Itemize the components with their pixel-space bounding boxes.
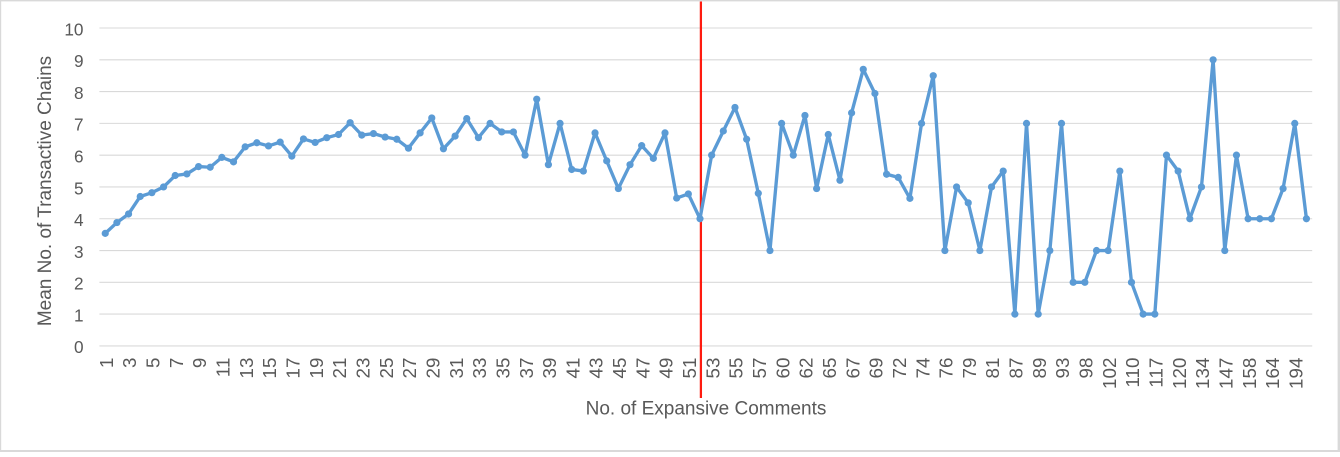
svg-text:87: 87 [1006,358,1027,379]
svg-text:No. of Expansive Comments: No. of Expansive Comments [586,399,827,420]
svg-text:7: 7 [166,358,187,368]
svg-text:60: 60 [772,358,793,379]
svg-text:62: 62 [796,358,817,379]
svg-text:35: 35 [492,358,513,379]
svg-text:10: 10 [64,19,83,39]
svg-text:74: 74 [912,358,933,379]
svg-text:98: 98 [1076,358,1097,379]
svg-text:49: 49 [656,358,677,379]
svg-text:51: 51 [679,358,700,379]
svg-text:Mean No. of Transactive Chains: Mean No. of Transactive Chains [35,56,56,326]
svg-text:194: 194 [1285,358,1306,389]
svg-text:158: 158 [1239,358,1260,389]
svg-text:21: 21 [329,358,350,379]
svg-text:4: 4 [74,210,84,230]
svg-text:69: 69 [866,358,887,379]
svg-text:39: 39 [539,358,560,379]
svg-text:11: 11 [213,358,234,378]
svg-text:81: 81 [982,358,1003,379]
svg-text:3: 3 [74,242,84,262]
svg-text:110: 110 [1122,358,1143,388]
svg-text:13: 13 [236,358,257,379]
svg-text:6: 6 [74,146,84,166]
svg-text:55: 55 [726,358,747,379]
svg-text:17: 17 [283,358,304,379]
svg-text:9: 9 [189,358,210,368]
svg-text:43: 43 [586,358,607,379]
svg-text:57: 57 [749,358,770,379]
svg-text:37: 37 [516,358,537,379]
svg-text:53: 53 [702,358,723,379]
svg-text:0: 0 [74,337,84,357]
svg-text:27: 27 [399,358,420,379]
svg-text:5: 5 [74,178,84,198]
svg-text:117: 117 [1146,358,1167,388]
svg-text:33: 33 [469,358,490,379]
svg-text:67: 67 [842,358,863,379]
svg-text:9: 9 [74,51,84,71]
svg-text:76: 76 [936,358,957,379]
svg-text:89: 89 [1029,358,1050,379]
svg-text:102: 102 [1099,358,1120,389]
svg-text:8: 8 [74,83,84,103]
svg-text:45: 45 [609,358,630,379]
svg-text:1: 1 [74,305,84,325]
svg-text:134: 134 [1192,358,1213,389]
svg-text:1: 1 [96,358,117,368]
svg-text:23: 23 [353,358,374,379]
svg-text:47: 47 [632,358,653,379]
svg-text:3: 3 [119,358,140,368]
svg-text:120: 120 [1169,358,1190,389]
svg-text:15: 15 [259,358,280,379]
svg-text:147: 147 [1215,358,1236,389]
svg-text:65: 65 [819,358,840,379]
svg-text:19: 19 [306,358,327,379]
svg-text:72: 72 [889,358,910,379]
svg-text:5: 5 [143,358,164,368]
svg-text:164: 164 [1262,358,1283,389]
svg-text:29: 29 [422,358,443,379]
svg-text:79: 79 [959,358,980,379]
svg-text:7: 7 [74,115,84,135]
svg-text:2: 2 [74,274,84,294]
svg-text:41: 41 [562,358,583,379]
svg-text:31: 31 [446,358,467,379]
svg-text:93: 93 [1052,358,1073,379]
svg-text:25: 25 [376,358,397,379]
